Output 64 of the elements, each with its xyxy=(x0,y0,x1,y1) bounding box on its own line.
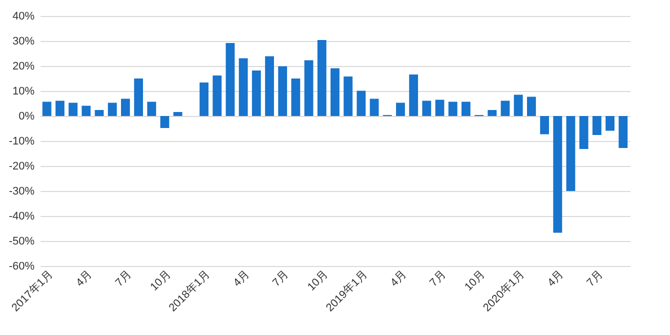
bar xyxy=(500,100,510,116)
bar xyxy=(356,90,366,116)
y-tick-label: -30% xyxy=(8,186,35,198)
bar xyxy=(160,116,170,128)
bar xyxy=(56,100,64,116)
y-tick-label: -10% xyxy=(8,136,35,148)
x-tick-label: 4月 xyxy=(388,268,409,290)
bar xyxy=(317,40,326,116)
bar xyxy=(526,96,536,116)
bar xyxy=(94,110,104,116)
bar xyxy=(265,56,274,116)
y-tick-label: 20% xyxy=(12,60,35,72)
bar xyxy=(396,102,405,116)
y-tick-label: 0% xyxy=(18,110,35,122)
bar xyxy=(462,102,470,116)
bar xyxy=(566,116,576,191)
y-tick-label: -20% xyxy=(8,160,35,172)
bar xyxy=(592,116,602,135)
bar xyxy=(108,102,117,116)
x-tick-label: 7月 xyxy=(270,268,292,290)
bar xyxy=(252,70,261,116)
bar xyxy=(212,76,222,116)
y-tick-label: 40% xyxy=(12,10,35,22)
x-tick-label: 10月 xyxy=(462,268,488,294)
x-tick-label: 7月 xyxy=(428,268,448,290)
bar xyxy=(553,116,562,233)
x-tick-label: 10月 xyxy=(148,268,174,294)
x-tick-label: 7月 xyxy=(113,268,134,290)
bar xyxy=(200,82,208,116)
y-tick-label: 10% xyxy=(12,86,35,98)
bar xyxy=(291,78,300,116)
bar xyxy=(618,116,628,148)
y-tick-label: -60% xyxy=(8,260,35,272)
bar xyxy=(579,116,588,149)
bar xyxy=(238,58,248,116)
bar xyxy=(304,60,314,116)
bar xyxy=(121,98,130,116)
bar xyxy=(68,102,78,116)
x-tick-label: 4月 xyxy=(231,268,252,290)
bar xyxy=(422,100,432,116)
y-tick-label: 30% xyxy=(12,36,35,48)
bar xyxy=(226,43,235,116)
bar xyxy=(606,116,614,131)
x-tick-label: 4月 xyxy=(74,268,95,290)
bar xyxy=(134,78,144,116)
bar xyxy=(82,106,91,116)
bar xyxy=(330,68,340,116)
bar xyxy=(173,112,182,116)
bar xyxy=(435,100,444,116)
bar xyxy=(278,66,288,116)
y-tick-label: -50% xyxy=(8,236,35,248)
bar xyxy=(448,102,458,116)
bar xyxy=(488,110,497,116)
bar xyxy=(42,102,52,116)
bar xyxy=(409,74,418,116)
bar xyxy=(344,76,353,116)
y-tick-label: -40% xyxy=(8,210,35,222)
x-tick-label: 10月 xyxy=(305,268,330,294)
bar xyxy=(147,102,156,116)
bar xyxy=(370,98,379,116)
x-tick-label: 4月 xyxy=(546,268,566,290)
bar xyxy=(514,94,523,116)
x-tick-label: 7月 xyxy=(584,268,606,290)
bar xyxy=(540,116,549,134)
